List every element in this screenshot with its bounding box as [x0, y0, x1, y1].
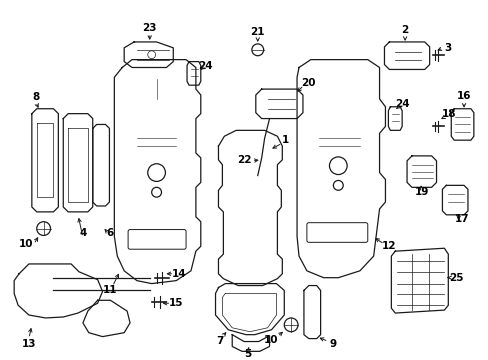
Text: 13: 13: [21, 339, 36, 350]
Text: 9: 9: [329, 339, 336, 350]
Text: 7: 7: [216, 336, 224, 346]
Text: 20: 20: [301, 78, 315, 88]
Text: 6: 6: [106, 229, 114, 238]
Text: 2: 2: [401, 25, 408, 35]
Text: 24: 24: [394, 99, 408, 109]
Text: 15: 15: [169, 298, 183, 308]
Text: 10: 10: [19, 239, 33, 249]
Text: 17: 17: [454, 214, 468, 224]
Text: 12: 12: [381, 241, 396, 251]
Text: 14: 14: [171, 269, 186, 279]
Text: 19: 19: [414, 187, 428, 197]
Text: 24: 24: [198, 60, 213, 71]
Text: 10: 10: [264, 334, 278, 345]
Text: 8: 8: [32, 92, 40, 102]
Text: 18: 18: [441, 109, 456, 119]
Text: 21: 21: [250, 27, 264, 37]
Text: 16: 16: [456, 91, 470, 101]
Text: 4: 4: [79, 229, 86, 238]
Text: 23: 23: [142, 23, 157, 33]
Text: 5: 5: [244, 349, 251, 359]
Text: 11: 11: [103, 285, 118, 296]
Text: 22: 22: [236, 155, 251, 165]
Text: 3: 3: [444, 43, 451, 53]
Text: 1: 1: [281, 135, 288, 145]
Text: 25: 25: [448, 273, 463, 283]
